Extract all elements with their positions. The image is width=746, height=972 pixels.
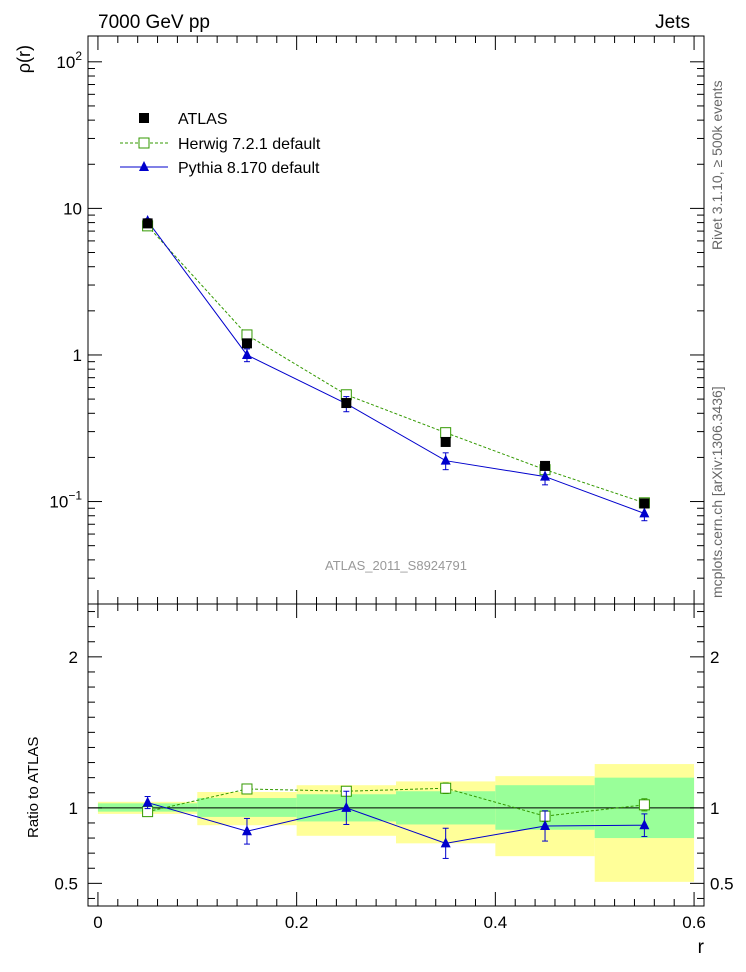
main-series-1-point: [241, 348, 252, 359]
ratio-series-0-point: [241, 783, 253, 795]
ratio-series-1-point: [440, 837, 451, 848]
ratio-series-0-line: [147, 787, 645, 817]
ratio-series-1-point: [639, 819, 650, 830]
event-count-text: ≥ 500k events: [709, 80, 725, 167]
main-y-tick-exponent: −1: [68, 489, 82, 503]
ratio-y-tick-label-right: 1: [710, 799, 719, 818]
main-series-2-point: [639, 498, 650, 509]
x-tick-labels: 0 0.2 0.4 0.6: [93, 913, 706, 932]
legend-entry-herwig: Herwig 7.2.1 default: [120, 136, 321, 153]
ratio-y-axis-label: Ratio to ATLAS: [25, 737, 42, 838]
ratio-series-1-line: [147, 802, 645, 844]
rivet-version-label: Rivet 3.1.10, ≥ 500k events: [709, 80, 725, 250]
x-tick-label: 0: [93, 913, 102, 932]
main-series-1-point: [540, 470, 551, 481]
main-series-2-point: [540, 460, 551, 471]
x-tick-label: 0.2: [285, 913, 309, 932]
ratio-series-0-point: [440, 782, 452, 794]
legend-entry-pythia: Pythia 8.170 default: [120, 160, 320, 177]
ratio-axis-ticks: [88, 604, 704, 906]
main-y-tick-base: 10: [49, 493, 68, 512]
main-y-tick-exponent: 2: [75, 49, 82, 63]
ratio-series: [142, 782, 650, 859]
main-y-tick-label: 1: [73, 346, 82, 365]
legend-entry-atlas: ATLAS: [139, 111, 228, 128]
legend-herwig-label: Herwig 7.2.1 default: [178, 136, 321, 153]
ratio-series-0-point: [638, 799, 650, 811]
ratio-series-1-point: [241, 825, 252, 836]
ratio-y-tick-labels: 0.5 0.5 1 1 2 2: [54, 648, 733, 894]
rivet-version-text: Rivet 3.1.10,: [709, 168, 725, 251]
main-y-axis-label: ρ(r): [14, 45, 34, 73]
analysis-watermark: ATLAS_2011_S8924791: [325, 558, 467, 573]
main-y-tick-label: 10−1: [49, 489, 82, 512]
main-series-1-line: [147, 220, 645, 514]
ratio-y-tick-label-right: 2: [710, 648, 719, 667]
main-series-2-point: [341, 398, 352, 409]
main-y-tick-base: 10: [56, 53, 75, 72]
main-series-2-point: [142, 218, 153, 229]
main-axis-ticks: [88, 36, 704, 605]
ratio-series-1-point: [341, 801, 352, 812]
x-axis-label: r: [698, 937, 705, 958]
x-tick-label: 0.4: [484, 913, 508, 932]
ratio-y-tick-label: 1: [69, 799, 78, 818]
main-series-1-point: [440, 454, 451, 465]
legend-atlas-label: ATLAS: [178, 111, 228, 128]
legend-herwig-marker: [138, 137, 150, 149]
legend-atlas-marker: [139, 113, 149, 123]
main-series-1-point: [639, 507, 650, 518]
legend: ATLAS Herwig 7.2.1 default Pythia 8.170 …: [120, 111, 321, 177]
main-series: [142, 215, 650, 522]
mcplots-label: mcplots.cern.ch [arXiv:1306.3436]: [709, 386, 725, 598]
header-collision-label: 7000 GeV pp: [98, 12, 210, 33]
main-series-2-point: [241, 338, 252, 349]
legend-pythia-marker: [139, 161, 149, 171]
header-process-label: Jets: [655, 12, 690, 33]
ratio-series-1-point: [540, 819, 551, 830]
main-y-tick-label: 10: [63, 199, 82, 218]
main-series-0-line: [147, 225, 645, 504]
legend-pythia-label: Pythia 8.170 default: [178, 160, 320, 177]
main-series-0-point: [440, 427, 452, 439]
ratio-series-1-point: [142, 796, 153, 807]
x-tick-label: 0.6: [682, 913, 706, 932]
ratio-y-tick-label: 0.5: [54, 874, 78, 893]
ratio-y-tick-label: 2: [69, 648, 78, 667]
main-series-2-point: [440, 436, 451, 447]
ratio-panel: 0.5 0.5 1 1 2 2 0 0.2 0.4 0.6 Ratio to ATLAS r: [25, 603, 734, 958]
ratio-y-tick-label-right: 0.5: [710, 874, 734, 893]
main-y-tick-label: 102: [56, 49, 82, 72]
